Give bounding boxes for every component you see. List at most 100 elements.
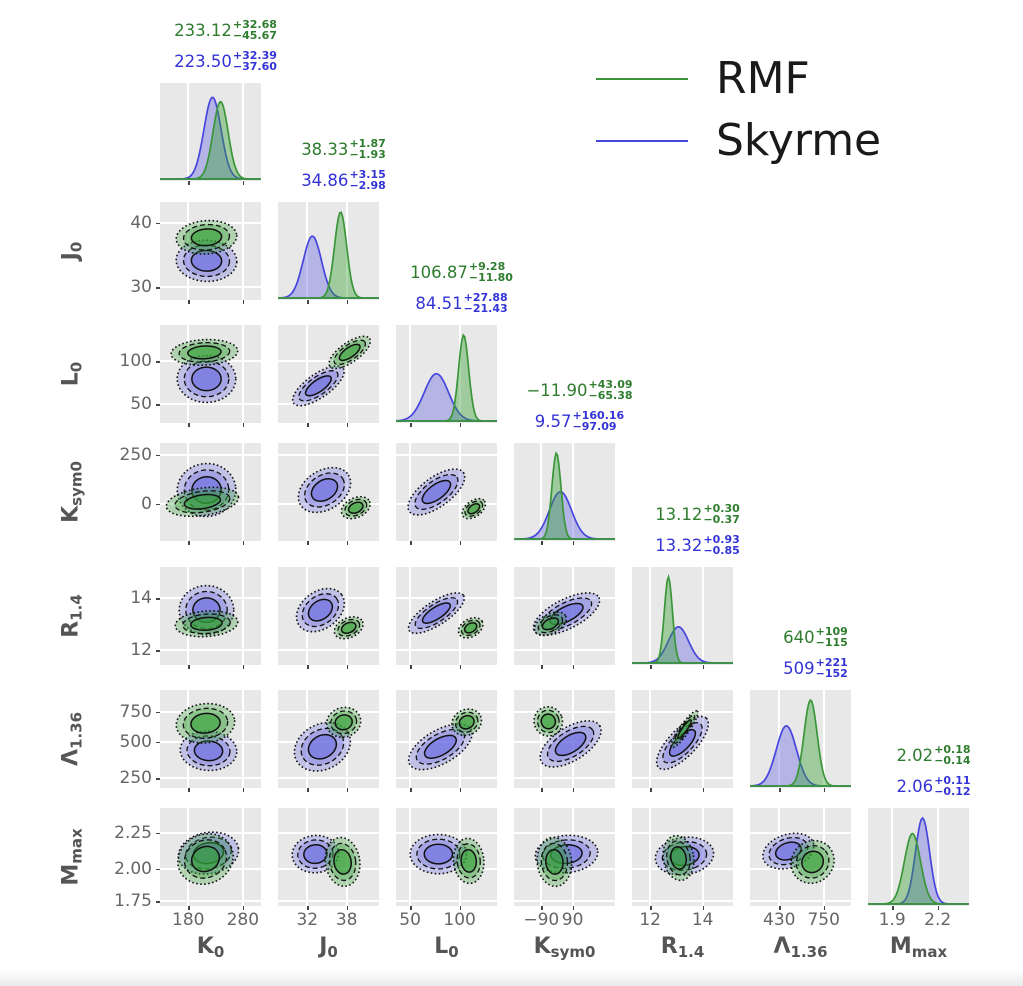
- panel-Ksym0-density: [514, 443, 615, 541]
- x-tick-label: 430: [763, 910, 796, 930]
- estimate-value: 34.86: [301, 171, 349, 190]
- x-tick-mark: [572, 665, 575, 669]
- param-symbol: R: [58, 620, 84, 638]
- x-tick-mark: [346, 665, 349, 669]
- skyrme-estimate-Lambda1.36: 509 +221 −152: [706, 657, 926, 680]
- y-tick-label: 500: [119, 731, 152, 752]
- param-subscript: 0: [67, 361, 86, 373]
- gridline-vertical: [306, 443, 309, 541]
- y-tick-mark: [156, 832, 160, 834]
- x-tick-mark: [937, 906, 940, 910]
- x-axis-label-R1.4: R1.4: [661, 934, 705, 961]
- gridline-vertical: [306, 567, 309, 665]
- gridline-vertical: [241, 83, 244, 181]
- gridline-vertical: [187, 83, 190, 181]
- gridline-horizontal: [278, 777, 379, 780]
- estimate-minus: −11.80: [468, 271, 513, 284]
- estimate-value: 13.12: [655, 505, 703, 524]
- estimate-value: 2.02: [896, 746, 934, 765]
- y-tick-mark: [156, 650, 160, 652]
- y-tick-label: 2.25: [114, 822, 152, 843]
- bottom-fade: [0, 970, 1023, 986]
- x-tick-mark: [307, 300, 309, 304]
- gridline-horizontal: [160, 453, 261, 456]
- x-axis-label-J0: J0: [319, 934, 338, 961]
- x-tick-mark: [541, 906, 543, 910]
- gridline-horizontal: [278, 403, 379, 406]
- estimate-plus: +9.28: [468, 260, 506, 273]
- x-tick-mark: [541, 665, 543, 669]
- gridline-horizontal: [396, 710, 497, 713]
- gridline-vertical: [458, 567, 461, 665]
- gridline-horizontal: [396, 777, 497, 780]
- estimate-minus: −65.38: [588, 389, 633, 402]
- gridline-horizontal: [632, 710, 733, 713]
- y-tick-mark: [156, 741, 160, 744]
- estimate-plus: +32.39: [232, 49, 277, 62]
- contour-blobs: [655, 709, 710, 771]
- estimate-value: −11.90: [526, 381, 588, 400]
- x-tick-mark: [346, 300, 349, 304]
- estimate-minus: −45.67: [232, 29, 277, 42]
- x-tick-label: −90: [523, 910, 560, 930]
- y-axis-label-Lambda1.36: Λ1.36: [59, 712, 86, 766]
- gridline-vertical: [187, 443, 190, 541]
- param-symbol: M: [889, 934, 912, 959]
- estimate-plus: +3.15: [349, 168, 386, 181]
- x-tick-mark: [410, 906, 412, 910]
- skyrme-estimate-K0: 223.50 +32.39 −37.60: [116, 50, 336, 73]
- gridline-horizontal: [160, 900, 261, 903]
- y-tick-label: 12: [130, 640, 152, 661]
- rmf-estimate-K0: 233.12 +32.68 −45.67: [116, 19, 336, 42]
- param-subscript: 1.4: [67, 594, 86, 621]
- estimate-value: 106.87: [410, 263, 468, 282]
- gridline-horizontal: [514, 777, 615, 780]
- estimate-title-J0: 38.33 +1.87 −1.93 34.86 +3.15 −2.98: [234, 138, 454, 200]
- estimate-plus: +0.30: [703, 502, 740, 515]
- panel-Mmax-vs-R1.4: [632, 808, 733, 906]
- contour-blobs: [291, 335, 372, 407]
- x-tick-mark: [650, 906, 652, 910]
- panel-R1.4-vs-J0: [278, 567, 379, 665]
- gridline-vertical: [187, 567, 190, 665]
- gridline-vertical: [701, 567, 704, 665]
- gridline-vertical: [649, 808, 652, 906]
- gridline-vertical: [822, 808, 825, 906]
- panel-Lambda1.36-density: [750, 690, 851, 788]
- estimate-value: 9.57: [534, 412, 572, 431]
- x-tick-mark: [572, 906, 575, 910]
- x-tick-label: 100: [443, 910, 476, 930]
- estimate-minus: −0.85: [703, 544, 740, 557]
- x-tick-label: 280: [226, 910, 260, 930]
- x-tick-label: 2.2: [924, 910, 952, 930]
- gridline-horizontal: [514, 831, 615, 834]
- param-subscript: sym0: [550, 943, 596, 961]
- x-tick-mark: [188, 541, 190, 545]
- estimate-plus: +160.16: [572, 409, 625, 422]
- param-symbol: J: [58, 252, 84, 261]
- estimate-plus: +27.88: [463, 291, 508, 304]
- gridline-horizontal: [278, 710, 379, 713]
- x-tick-mark: [541, 788, 543, 792]
- param-symbol: L: [434, 934, 449, 959]
- gridline-vertical: [345, 690, 348, 788]
- x-tick-mark: [307, 423, 309, 427]
- estimate-plus: +32.68: [232, 18, 277, 31]
- estimate-plus: +0.11: [934, 774, 971, 787]
- x-tick-mark: [188, 788, 190, 792]
- gridline-vertical: [241, 443, 244, 541]
- legend: RMF Skyrme: [596, 48, 881, 172]
- y-axis-label-L0: L0: [59, 362, 86, 386]
- x-tick-mark: [779, 906, 781, 910]
- kde-curves: [278, 211, 379, 299]
- panel-L0-density: [396, 325, 497, 423]
- param-symbol: Λ: [58, 748, 84, 767]
- x-tick-label: 50: [399, 910, 421, 930]
- gridline-horizontal: [278, 649, 379, 652]
- gridline-vertical: [409, 690, 412, 788]
- y-tick-mark: [156, 868, 160, 871]
- x-tick-mark: [410, 665, 412, 669]
- gridline-horizontal: [160, 649, 261, 652]
- y-tick-mark: [156, 503, 160, 506]
- gridline-vertical: [409, 567, 412, 665]
